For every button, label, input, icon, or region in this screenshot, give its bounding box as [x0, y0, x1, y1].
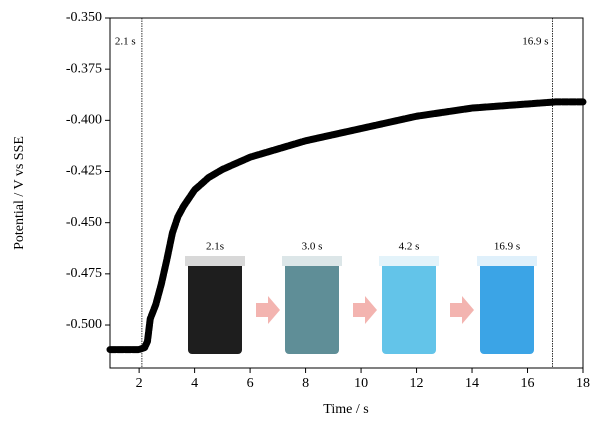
y-tick-label: -0.350 — [66, 10, 102, 25]
photo-label: 16.9 s — [494, 241, 520, 253]
beaker — [480, 262, 534, 354]
x-tick-label: 4 — [191, 376, 198, 391]
y-tick-label: -0.400 — [66, 113, 102, 128]
y-tick-label: -0.500 — [66, 317, 102, 332]
x-tick-label: 14 — [465, 376, 479, 391]
y-axis-label: Potential / V vs SSE — [12, 136, 27, 250]
x-tick-label: 12 — [410, 376, 424, 391]
beaker-photos — [185, 256, 537, 354]
marker-label: 16.9 s — [522, 36, 548, 48]
y-tick-label: -0.475 — [66, 266, 102, 281]
data-line — [106, 98, 587, 354]
x-tick-label: 16 — [521, 376, 535, 391]
x-tick-label: 8 — [302, 376, 309, 391]
beaker — [382, 262, 436, 354]
plot-frame — [109, 17, 584, 369]
photo-label: 4.2 s — [399, 241, 420, 253]
arrow — [450, 296, 474, 324]
x-tick-label: 6 — [247, 376, 254, 391]
beaker-rim — [282, 256, 342, 266]
y-tick-label: -0.450 — [66, 215, 102, 230]
x-axis-label: Time / s — [323, 402, 368, 417]
beaker-rim — [477, 256, 537, 266]
beaker-rim — [379, 256, 439, 266]
beaker — [285, 262, 339, 354]
photo-label: 2.1s — [206, 241, 224, 253]
arrow — [256, 296, 280, 324]
beaker — [188, 262, 242, 354]
photo-label: 3.0 s — [302, 241, 323, 253]
y-tick-label: -0.425 — [66, 164, 102, 179]
x-tick-label: 18 — [576, 376, 590, 391]
y-tick-label: -0.375 — [66, 61, 102, 76]
marker-label: 2.1 s — [115, 36, 136, 48]
x-tick-label: 2 — [136, 376, 143, 391]
arrow — [353, 296, 377, 324]
beaker-rim — [185, 256, 245, 266]
x-tick-label: 10 — [354, 376, 368, 391]
